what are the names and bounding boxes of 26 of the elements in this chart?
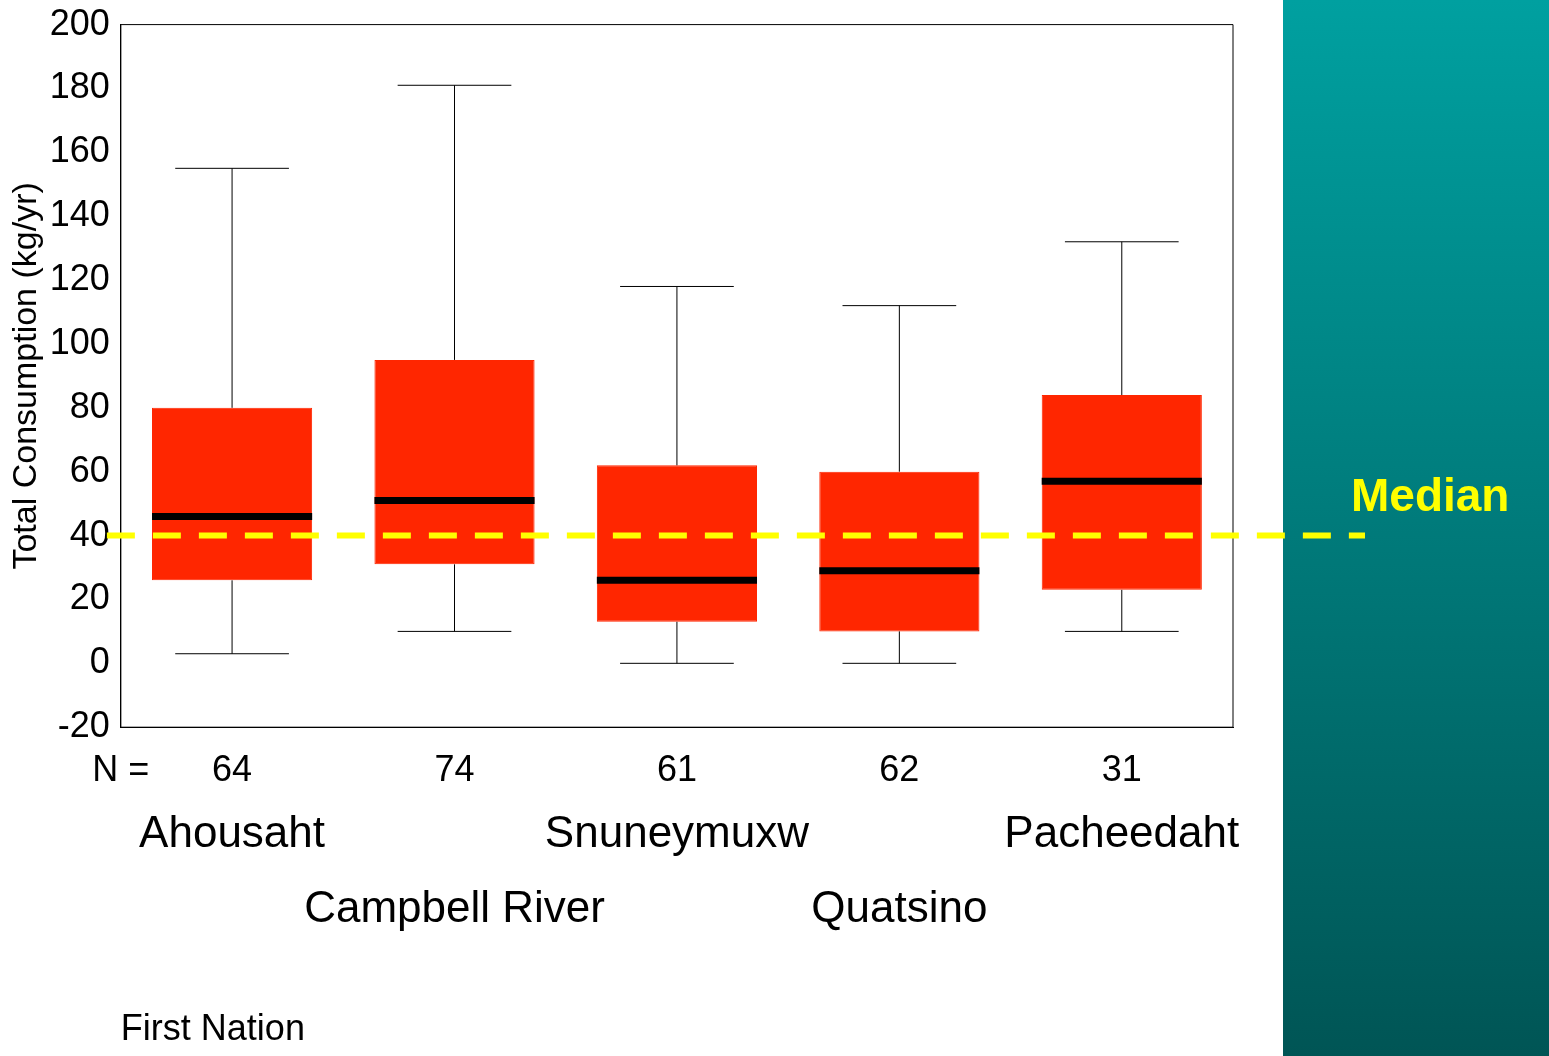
y-tick-label: 80	[69, 384, 110, 426]
y-tick-label: 0	[89, 640, 110, 682]
text: 61	[656, 748, 697, 790]
x-tick-label: Snuneymuxw	[544, 806, 810, 856]
ref-line-label: Median	[1351, 469, 1510, 522]
text: N =	[92, 748, 150, 790]
y-tick-label: 20	[69, 576, 110, 618]
y-tick-label: 180	[49, 65, 110, 107]
y-tick-label: 200	[49, 1, 110, 43]
x-axis-title: First Nation	[120, 1007, 305, 1049]
y-tick-label: 120	[49, 257, 110, 299]
y-tick-label: 160	[49, 129, 110, 171]
y-tick-label: 100	[49, 320, 110, 362]
y-tick-label: 40	[69, 512, 110, 554]
text: 74	[434, 748, 475, 790]
x-tick-label: Quatsino	[811, 881, 988, 931]
y-tick-label: 140	[49, 193, 110, 235]
text: 62	[879, 748, 920, 790]
text: 31	[1101, 748, 1142, 790]
y-tick-label: -20	[57, 704, 110, 746]
x-tick-label: Campbell River	[304, 881, 605, 931]
text: 64	[212, 748, 253, 790]
x-tick-label: Ahousaht	[139, 806, 326, 856]
x-tick-label: Pacheedaht	[1004, 806, 1240, 856]
y-tick-label: 60	[69, 448, 110, 490]
y-axis-title: Total Consumption (kg/yr)	[4, 182, 43, 570]
